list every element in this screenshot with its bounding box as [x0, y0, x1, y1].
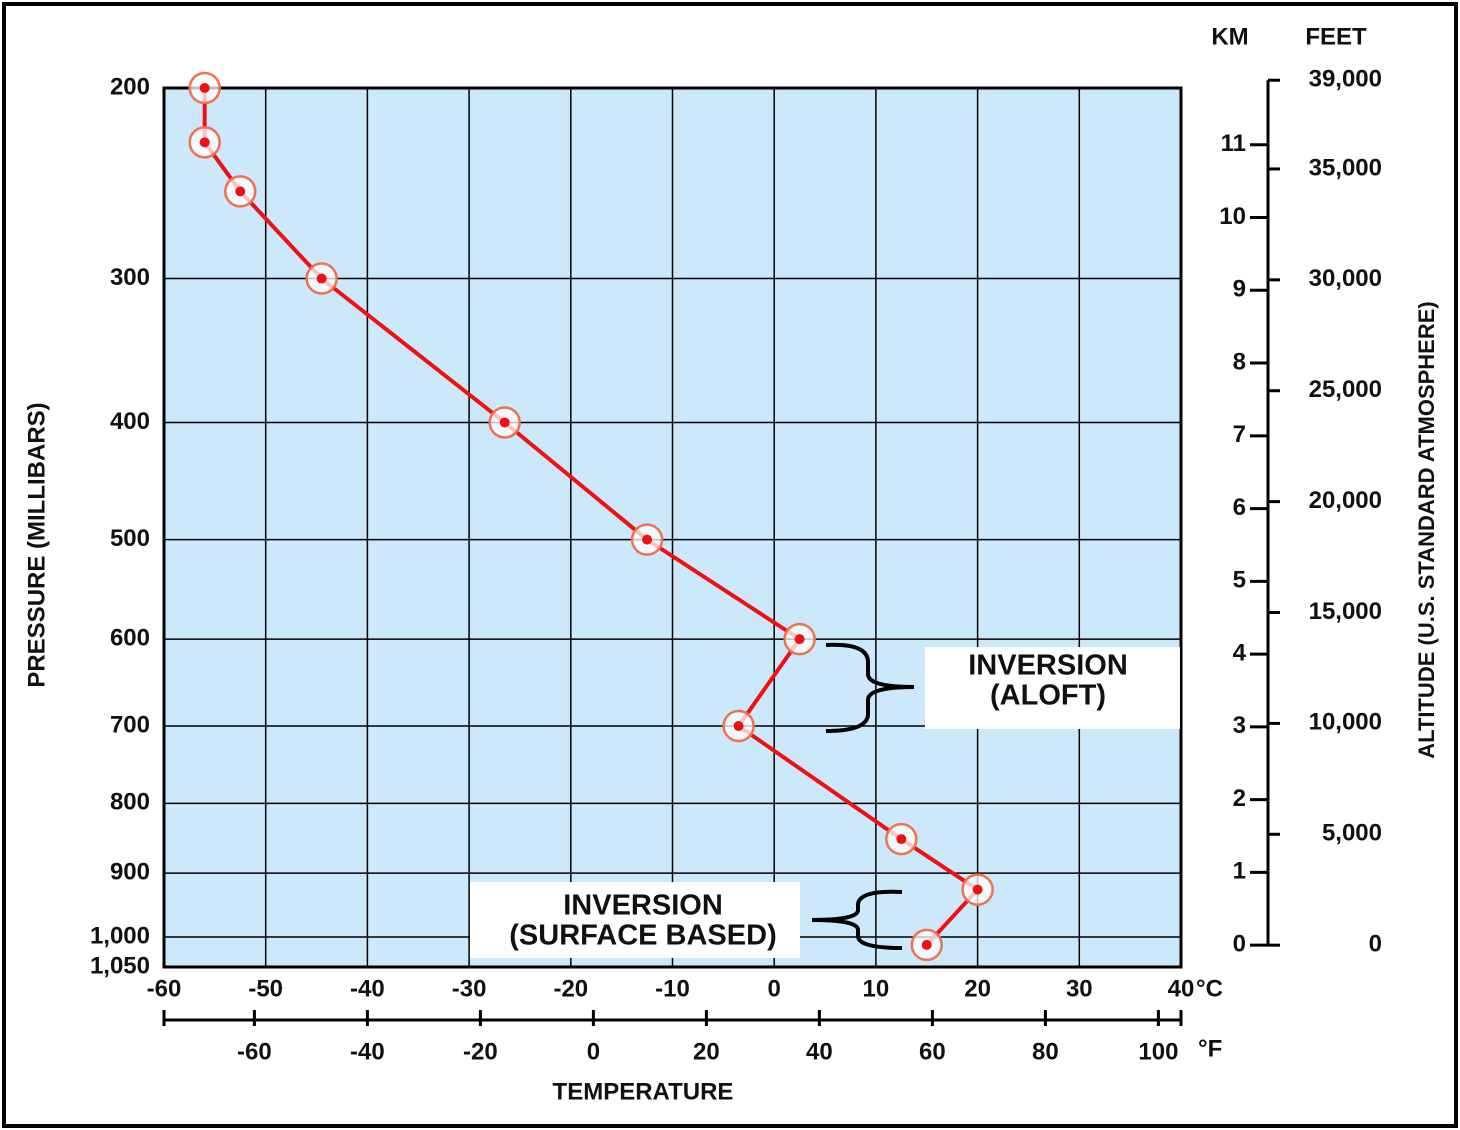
x2-tick-label: 80: [1032, 1038, 1059, 1065]
x-tick-label: -20: [553, 975, 588, 1002]
annotation: INVERSION: [563, 890, 723, 922]
x2-tick-label: 20: [693, 1038, 720, 1065]
x2-tick-label: 0: [587, 1038, 600, 1065]
x2-tick-label: -40: [350, 1038, 385, 1065]
y3-tick-label: 30,000: [1309, 265, 1382, 292]
x2-tick-label: 60: [919, 1038, 946, 1065]
y3-tick-label: 5,000: [1322, 820, 1382, 847]
x-unit: °C: [1196, 975, 1223, 1002]
km-title: KM: [1211, 23, 1248, 50]
x-axis-title: TEMPERATURE: [553, 1078, 734, 1105]
y-tick-label: 900: [110, 859, 150, 886]
y3-tick-label: 20,000: [1309, 487, 1382, 514]
data-point: [199, 83, 210, 93]
y2-axis-title: ALTITUDE (U.S. STANDARD ATMOSPHERE): [1414, 301, 1439, 759]
data-point: [896, 834, 907, 845]
x-tick-label: -10: [655, 975, 690, 1002]
x-tick-label: 20: [964, 975, 991, 1002]
feet-title: FEET: [1305, 23, 1367, 50]
y3-tick-label: 35,000: [1309, 154, 1382, 181]
y-tick-label: 500: [110, 525, 150, 552]
y2-tick-label: 8: [1233, 348, 1246, 375]
y2-tick-label: 0: [1233, 931, 1246, 958]
x-tick-label: 30: [1066, 975, 1093, 1002]
x-tick-label: 10: [863, 975, 890, 1002]
brace: [811, 889, 903, 950]
data-point: [972, 884, 983, 895]
y-tick-label: 700: [110, 711, 150, 738]
y2-tick-label: 2: [1233, 785, 1246, 812]
x-tick-label: -60: [147, 975, 182, 1002]
y-tick-label: 1,050: [90, 952, 150, 979]
y2-tick-label: 11: [1221, 130, 1246, 157]
x2-unit: °F: [1198, 1035, 1222, 1062]
y3-tick-label: 10,000: [1309, 709, 1382, 736]
y2-tick-label: 4: [1233, 639, 1247, 666]
x-tick-label: -30: [452, 975, 487, 1002]
y2-tick-label: 9: [1233, 276, 1246, 303]
data-point: [199, 137, 210, 148]
x-tick-label: -50: [248, 975, 283, 1002]
annotation: (ALOFT): [990, 680, 1106, 712]
y2-tick-label: 1: [1233, 858, 1246, 885]
y2-tick-label: 7: [1233, 421, 1246, 448]
y-axis-title: PRESSURE (MILLIBARS): [23, 402, 50, 687]
y2-tick-label: 10: [1219, 203, 1246, 230]
x2-tick-label: 40: [806, 1038, 833, 1065]
y3-tick-label: 39,000: [1309, 66, 1382, 93]
data-point: [642, 534, 653, 545]
y-tick-label: 1,000: [90, 922, 150, 949]
data-point: [921, 939, 932, 950]
annotation-box: [925, 647, 1180, 729]
data-point: [235, 186, 246, 197]
plot-border: [162, 86, 1183, 969]
x-tick-label: 0: [768, 975, 781, 1002]
x2-tick-label: -20: [463, 1038, 498, 1065]
annotation-box: [470, 882, 800, 958]
data-point: [733, 720, 744, 731]
y-tick-label: 300: [110, 264, 150, 291]
data-point: [316, 273, 327, 284]
y3-tick-label: 25,000: [1309, 376, 1382, 403]
data-point: [499, 417, 510, 428]
x-tick-label: -40: [350, 975, 385, 1002]
y-tick-label: 400: [110, 408, 150, 435]
y3-tick-label: 0: [1369, 931, 1382, 958]
y-tick-label: 600: [110, 624, 150, 651]
annotation: (SURFACE BASED): [509, 920, 776, 952]
y3-tick-label: 15,000: [1309, 598, 1382, 625]
y2-tick-label: 5: [1233, 567, 1246, 594]
y-tick-label: 200: [110, 73, 150, 100]
x-tick-label: 40: [1168, 975, 1195, 1002]
y2-tick-label: 3: [1233, 712, 1246, 739]
brace: [825, 642, 915, 733]
y-tick-label: 800: [110, 789, 150, 816]
y2-tick-label: 6: [1233, 494, 1246, 521]
data-point: [794, 634, 805, 645]
x2-tick-label: -60: [237, 1038, 272, 1065]
x2-tick-label: 100: [1138, 1038, 1178, 1065]
annotation: INVERSION: [968, 650, 1128, 682]
